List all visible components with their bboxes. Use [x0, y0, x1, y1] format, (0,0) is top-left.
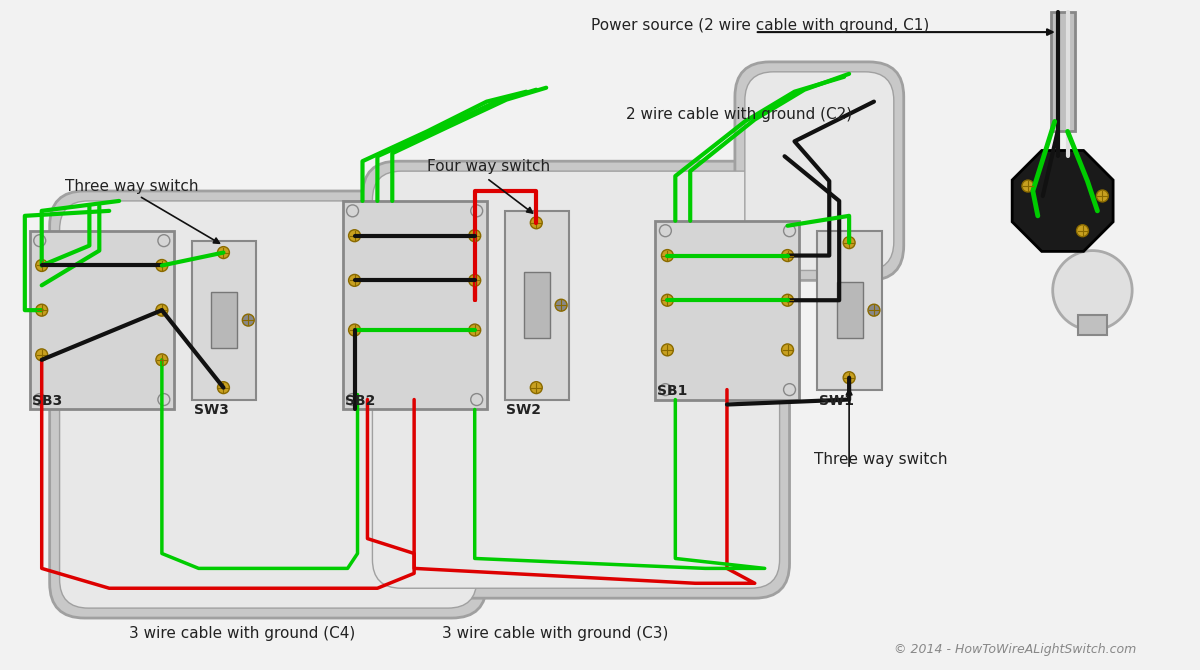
FancyBboxPatch shape: [372, 171, 780, 588]
Text: 3 wire cable with ground (C3): 3 wire cable with ground (C3): [442, 626, 668, 641]
Circle shape: [469, 275, 481, 286]
Circle shape: [347, 205, 359, 217]
Text: SB1: SB1: [658, 384, 688, 397]
Text: SW1: SW1: [820, 393, 854, 407]
Circle shape: [661, 344, 673, 356]
Bar: [211, 292, 236, 348]
Circle shape: [217, 247, 229, 259]
Circle shape: [469, 324, 481, 336]
Circle shape: [158, 393, 170, 405]
Circle shape: [348, 230, 360, 242]
FancyBboxPatch shape: [362, 161, 790, 598]
Circle shape: [530, 217, 542, 228]
Circle shape: [34, 393, 46, 405]
Bar: [504, 211, 569, 399]
Circle shape: [1052, 251, 1132, 330]
Bar: [524, 272, 550, 338]
Circle shape: [156, 259, 168, 271]
Bar: [192, 241, 257, 399]
Text: Power source (2 wire cable with ground, C1): Power source (2 wire cable with ground, …: [590, 18, 929, 33]
Circle shape: [34, 234, 46, 247]
Circle shape: [781, 344, 793, 356]
Circle shape: [784, 224, 796, 237]
Bar: [1051, 12, 1074, 131]
Circle shape: [781, 250, 793, 261]
Text: © 2014 - HowToWireALightSwitch.com: © 2014 - HowToWireALightSwitch.com: [894, 643, 1136, 656]
Bar: [655, 221, 799, 399]
Circle shape: [781, 294, 793, 306]
Text: 3 wire cable with ground (C4): 3 wire cable with ground (C4): [130, 626, 355, 641]
Circle shape: [36, 304, 48, 316]
Circle shape: [36, 349, 48, 361]
Circle shape: [470, 205, 482, 217]
Bar: [343, 201, 487, 409]
Circle shape: [158, 234, 170, 247]
Bar: [1078, 315, 1108, 335]
Text: Three way switch: Three way switch: [65, 179, 198, 194]
Circle shape: [36, 259, 48, 271]
Text: SB3: SB3: [31, 393, 62, 407]
Circle shape: [660, 384, 671, 395]
Circle shape: [348, 275, 360, 286]
Circle shape: [660, 224, 671, 237]
Text: SB2: SB2: [344, 393, 374, 407]
Circle shape: [530, 382, 542, 393]
Circle shape: [1076, 224, 1088, 237]
Circle shape: [347, 393, 359, 405]
Text: Three way switch: Three way switch: [815, 452, 948, 467]
Text: 2 wire cable with ground (C2): 2 wire cable with ground (C2): [625, 107, 852, 123]
Circle shape: [661, 294, 673, 306]
Bar: [836, 282, 863, 338]
Circle shape: [556, 299, 568, 311]
Circle shape: [784, 384, 796, 395]
Circle shape: [242, 314, 254, 326]
Circle shape: [868, 304, 880, 316]
Circle shape: [469, 230, 481, 242]
Circle shape: [1097, 190, 1109, 202]
FancyBboxPatch shape: [734, 62, 904, 280]
FancyBboxPatch shape: [60, 201, 476, 608]
Circle shape: [156, 304, 168, 316]
Text: Four way switch: Four way switch: [427, 159, 550, 174]
Circle shape: [348, 324, 360, 336]
Circle shape: [844, 237, 856, 249]
Circle shape: [156, 354, 168, 366]
Bar: [817, 230, 882, 390]
Circle shape: [661, 250, 673, 261]
FancyBboxPatch shape: [49, 191, 487, 618]
Bar: [30, 230, 174, 409]
Circle shape: [844, 372, 856, 384]
Circle shape: [217, 382, 229, 393]
Text: SW2: SW2: [506, 403, 541, 417]
FancyBboxPatch shape: [745, 72, 894, 271]
Text: SW3: SW3: [193, 403, 228, 417]
Circle shape: [1022, 180, 1034, 192]
Circle shape: [470, 393, 482, 405]
